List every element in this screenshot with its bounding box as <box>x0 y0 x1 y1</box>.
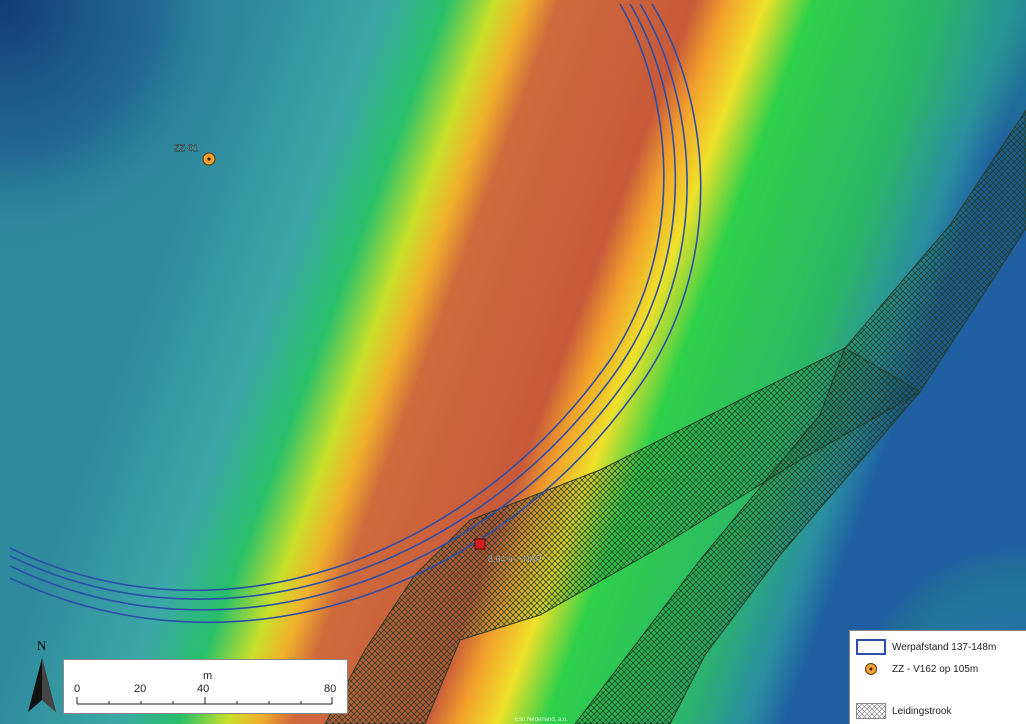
scale-tick-0: 0 <box>74 683 80 695</box>
attribution-text: Esri Nederland, a.o. <box>515 717 568 723</box>
scale-tick-20: 20 <box>134 683 146 695</box>
scale-tick-40: 40 <box>197 683 209 695</box>
legend-item-corridor: Leidingstrook <box>856 703 951 719</box>
north-label: N <box>37 638 47 653</box>
elevation-label: 8,64 m +NAP <box>488 554 542 564</box>
zz01-label: ZZ-01 <box>174 143 198 153</box>
elevation-point-marker[interactable] <box>474 538 486 550</box>
orange-dot-icon <box>856 661 886 677</box>
outline-blue-icon <box>856 639 886 655</box>
map-legend: Werpafstand 137-148m ZZ - V162 op 105m L… <box>849 630 1026 724</box>
scale-bar-line <box>76 697 333 705</box>
crosshatch-icon <box>856 703 886 719</box>
legend-item-zz-point: ZZ - V162 op 105m <box>856 661 978 677</box>
pipeline-corridor[interactable] <box>324 109 1026 724</box>
legend-item-throw-distance: Werpafstand 137-148m <box>856 639 996 655</box>
north-arrow: N <box>26 636 58 718</box>
scale-tick-80: 80 <box>324 683 336 695</box>
scale-unit: m <box>203 670 212 682</box>
zz01-point-marker[interactable] <box>202 152 216 166</box>
throw-distance-arcs[interactable] <box>9 3 702 624</box>
scale-bar: m 0 20 40 80 <box>63 659 348 714</box>
